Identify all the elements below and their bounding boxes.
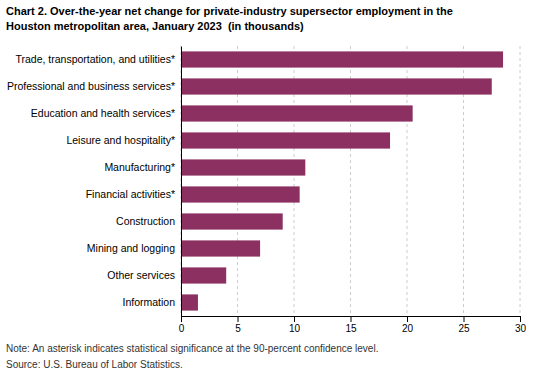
bar <box>181 294 198 310</box>
tick-label: 5 <box>235 323 241 334</box>
tick-mark <box>407 316 408 322</box>
value-axis: 0 5 10 15 20 25 30 <box>179 316 527 334</box>
bar <box>181 267 226 283</box>
title-line: Houston metropolitan area, January 2023 … <box>6 20 304 32</box>
category-tick: Construction <box>116 215 181 227</box>
tick-label: 25 <box>458 323 470 334</box>
grid-line <box>520 46 521 316</box>
bars <box>181 51 503 310</box>
tick-label: 0 <box>179 323 185 334</box>
tick: 10 <box>289 316 301 334</box>
category-tick: Mining and logging <box>87 242 181 254</box>
axis-line <box>181 47 182 317</box>
tick-mark <box>294 316 295 322</box>
bar <box>181 186 300 202</box>
bar <box>181 159 305 175</box>
tick: 25 <box>458 316 470 334</box>
tick-mark <box>238 316 239 322</box>
category-tick: Trade, transportation, and utilities* <box>15 53 181 65</box>
category-tick: Financial activities* <box>86 188 181 200</box>
category-tick: Leisure and hospitality* <box>66 134 181 146</box>
tick: 0 <box>179 316 185 334</box>
title: Chart 2. Over-the-year net change for pr… <box>6 5 453 32</box>
bar <box>181 213 283 229</box>
category-tick: Information <box>122 296 181 308</box>
grid-line <box>181 46 182 316</box>
tick-mark <box>520 316 521 322</box>
bar <box>181 51 503 67</box>
bar <box>181 132 390 148</box>
category-label: Leisure and hospitality* <box>66 134 175 146</box>
bar <box>181 105 413 121</box>
category-label: Professional and business services* <box>7 80 175 92</box>
category-label: Mining and logging <box>87 242 175 254</box>
tick: 30 <box>515 316 527 334</box>
tick-mark <box>181 316 182 322</box>
tick-mark <box>464 316 465 322</box>
bar <box>181 78 492 94</box>
tick-label: 10 <box>289 323 301 334</box>
tick: 5 <box>235 316 241 334</box>
category-label: Other services <box>107 269 175 281</box>
axis-line <box>182 317 521 323</box>
chart-container: Chart 2. Over-the-year net change for pr… <box>0 0 536 382</box>
tick: 20 <box>402 316 414 334</box>
category-label: Manufacturing* <box>104 161 175 173</box>
grid <box>181 46 520 316</box>
tick: 15 <box>345 316 357 334</box>
chart: Chart 2. Over-the-year net change for pr… <box>0 0 536 382</box>
category-tick: Other services <box>107 269 181 281</box>
tick-label: 30 <box>515 323 527 334</box>
category-axis: Information Other services Mining and logg… <box>7 47 182 317</box>
category-label: Construction <box>116 215 175 227</box>
title-line: Chart 2. Over-the-year net change for pr… <box>6 5 453 17</box>
category-tick: Manufacturing* <box>104 161 181 173</box>
tick-label: 15 <box>345 323 357 334</box>
category-label: Information <box>122 296 175 308</box>
tick-label: 20 <box>402 323 414 334</box>
category-label: Trade, transportation, and utilities* <box>15 53 175 65</box>
tick-mark <box>351 316 352 322</box>
category-tick: Education and health services* <box>31 107 181 119</box>
note: Note: An asterisk indicates statistical … <box>6 343 378 354</box>
plot: 0 5 10 15 20 25 30 Information Other services Min… <box>7 46 527 334</box>
category-label: Financial activities* <box>86 188 175 200</box>
category-label: Education and health services* <box>31 107 175 119</box>
category-tick: Professional and business services* <box>7 80 181 92</box>
bar <box>181 240 260 256</box>
note: Source: U.S. Bureau of Labor Statistics. <box>6 359 183 370</box>
